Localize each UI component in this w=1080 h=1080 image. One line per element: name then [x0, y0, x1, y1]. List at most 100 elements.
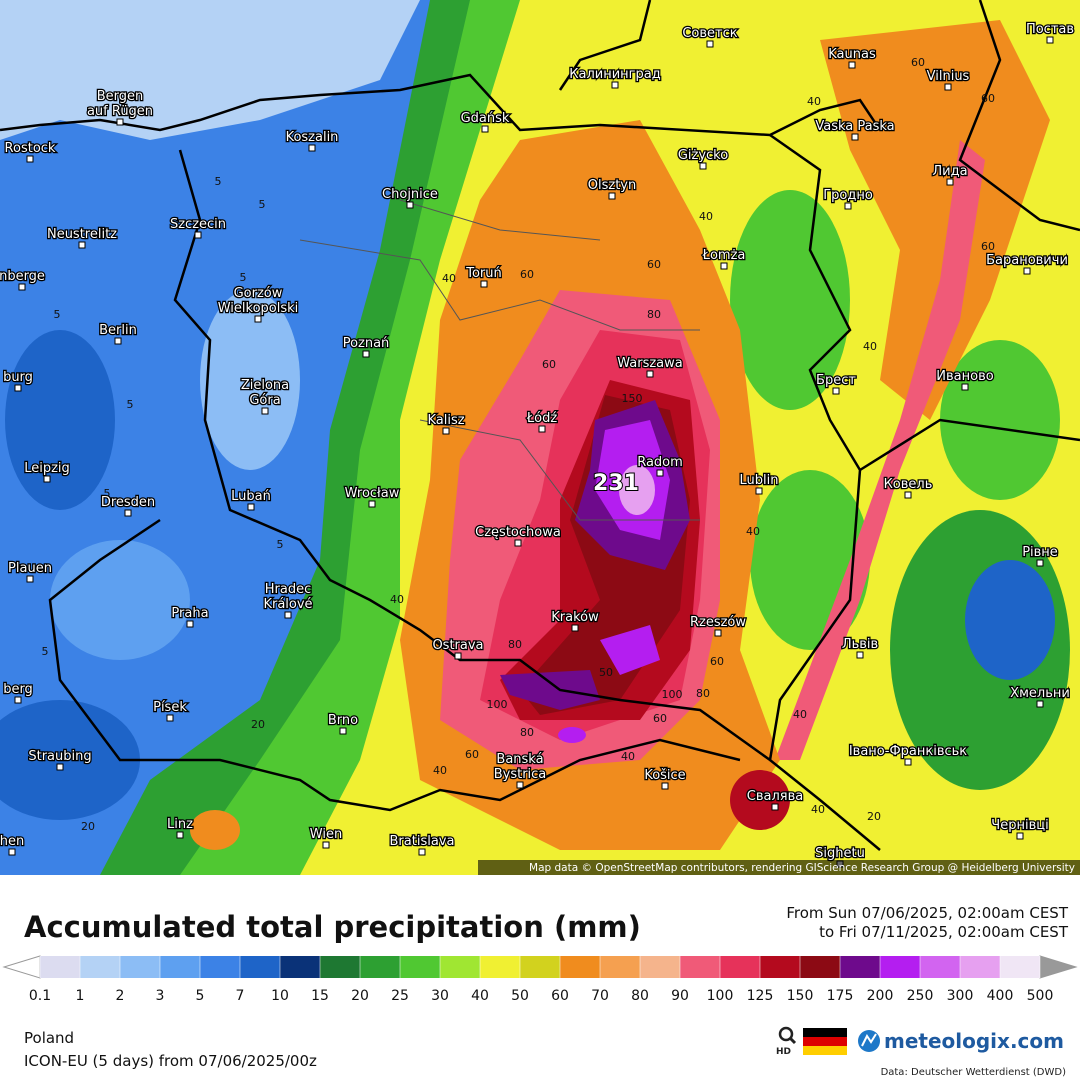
contour-label: 40: [433, 764, 447, 777]
colorbar-label: 500: [1027, 988, 1054, 1004]
city-dot: [538, 425, 546, 433]
zone: [820, 20, 1050, 420]
flag: [803, 1037, 847, 1046]
city-dot: [856, 651, 864, 659]
contour-label: 40: [621, 750, 635, 763]
city-label: Częstochowa: [475, 525, 561, 540]
zone: [190, 810, 240, 850]
city-label: Гродно: [823, 188, 873, 203]
contour-label: 5: [240, 271, 247, 284]
colorbar-label: 30: [431, 988, 449, 1004]
city-label: Sighetu: [815, 846, 865, 861]
colorbar-label: 175: [827, 988, 854, 1004]
region: Poland: [24, 1029, 74, 1047]
city-dot: [646, 370, 654, 378]
city-dot: [608, 192, 616, 200]
city-dot: [481, 125, 489, 133]
zone: [619, 465, 655, 515]
colorbar: 0.1 1 2 3 5 7 10 15 20 25 30 40 50 60 70 80 90 100 125 150 1…: [2, 955, 1078, 1004]
city-dot: [166, 714, 174, 722]
contour-label: 5: [259, 198, 266, 211]
city-label: Hradec: [265, 582, 311, 597]
city-label: Vaska Paska: [815, 119, 894, 134]
city-label: Советск: [682, 26, 737, 41]
city-dot: [720, 262, 728, 270]
city-label: Vilnius: [927, 69, 970, 84]
brand: meteologix.com: [884, 1029, 1064, 1053]
city-label: Брест: [816, 373, 856, 388]
patch: [965, 560, 1055, 680]
city-label: Kraków: [551, 610, 599, 625]
city-label: Praha: [171, 606, 208, 621]
hd-icon: [788, 1036, 797, 1045]
colorbar-label: 70: [591, 988, 609, 1004]
city-dot: [8, 848, 16, 856]
city-dot: [1036, 700, 1044, 708]
city-label: Ковель: [884, 477, 933, 492]
city-label: Львів: [842, 637, 878, 652]
city-label: Giżycko: [678, 148, 728, 163]
contour-label: 5: [215, 175, 222, 188]
colorbar-label: 2: [116, 988, 125, 1004]
city-label: Radom: [637, 455, 683, 470]
city-dot: [848, 61, 856, 69]
city-dot: [480, 280, 488, 288]
contour-label: 80: [696, 687, 710, 700]
city-label: Lublin: [740, 473, 779, 488]
contour-label: 50: [599, 666, 613, 679]
contour-label: 60: [542, 358, 556, 371]
colorbar-segment: [120, 956, 160, 978]
city-label: Chojnice: [382, 187, 438, 202]
zone: [558, 727, 586, 743]
city-label: Rostock: [5, 141, 56, 156]
flag: [803, 1046, 847, 1055]
city-label: Koszalin: [286, 130, 339, 145]
period-start: From Sun 07/06/2025, 02:00am CEST: [786, 904, 1068, 922]
contour-label: 20: [81, 820, 95, 833]
city-label: Wielkopolski: [218, 301, 299, 316]
city-dot: [114, 337, 122, 345]
contour-label: 150: [622, 392, 643, 405]
logo-icon: [861, 1033, 877, 1047]
colorbar-label: 90: [671, 988, 689, 1004]
colorbar-label: 60: [551, 988, 569, 1004]
colorbar-label: 20: [351, 988, 369, 1004]
hd-label: HD: [776, 1047, 791, 1057]
data-source: Data: Deutscher Wetterdienst (DWD): [881, 1067, 1067, 1078]
colorbar-segment: [840, 956, 880, 978]
zone: [500, 670, 600, 710]
city-dot: [194, 231, 202, 239]
city-dot: [368, 500, 376, 508]
border: [958, 0, 1080, 232]
contour-label: 100: [662, 688, 683, 701]
colorbar-label: 3: [156, 988, 165, 1004]
city-dot: [78, 241, 86, 249]
city-label: Olsztyn: [588, 178, 636, 193]
city-dot: [904, 758, 912, 766]
colorbar-segment: [520, 956, 560, 978]
city-label: nberge: [0, 269, 45, 284]
contour-label: 40: [699, 210, 713, 223]
patch: [200, 290, 300, 470]
colorbar-label: 125: [747, 988, 774, 1004]
city-label: Písek: [153, 700, 187, 715]
city-label: Постав: [1026, 22, 1074, 37]
colorbar-segment: [880, 956, 920, 978]
city-label: Gdańsk: [461, 111, 510, 126]
city-dot: [755, 487, 763, 495]
logo-icon: [858, 1030, 880, 1052]
attribution-bg: [478, 860, 1080, 875]
attribution: Map data © OpenStreetMap contributors, r…: [529, 862, 1075, 874]
city-label: Свалява: [747, 789, 803, 804]
city-label: Kaunas: [828, 47, 876, 62]
contour-labels: 5 5 5 5 5 5 5 5 20 20 40 60 60 80 60 40 40 60 60 60 40 150 40 4…: [42, 56, 996, 833]
colorbar-label: 5: [196, 988, 205, 1004]
city-dot: [1046, 36, 1054, 44]
border: [768, 133, 862, 761]
contour-label: 60: [981, 240, 995, 253]
border: [48, 518, 741, 812]
city-dot: [961, 383, 969, 391]
legend-title: Accumulated total precipitation (mm): [24, 910, 641, 944]
city-dot: [186, 620, 194, 628]
city-label: Plauen: [8, 561, 52, 576]
